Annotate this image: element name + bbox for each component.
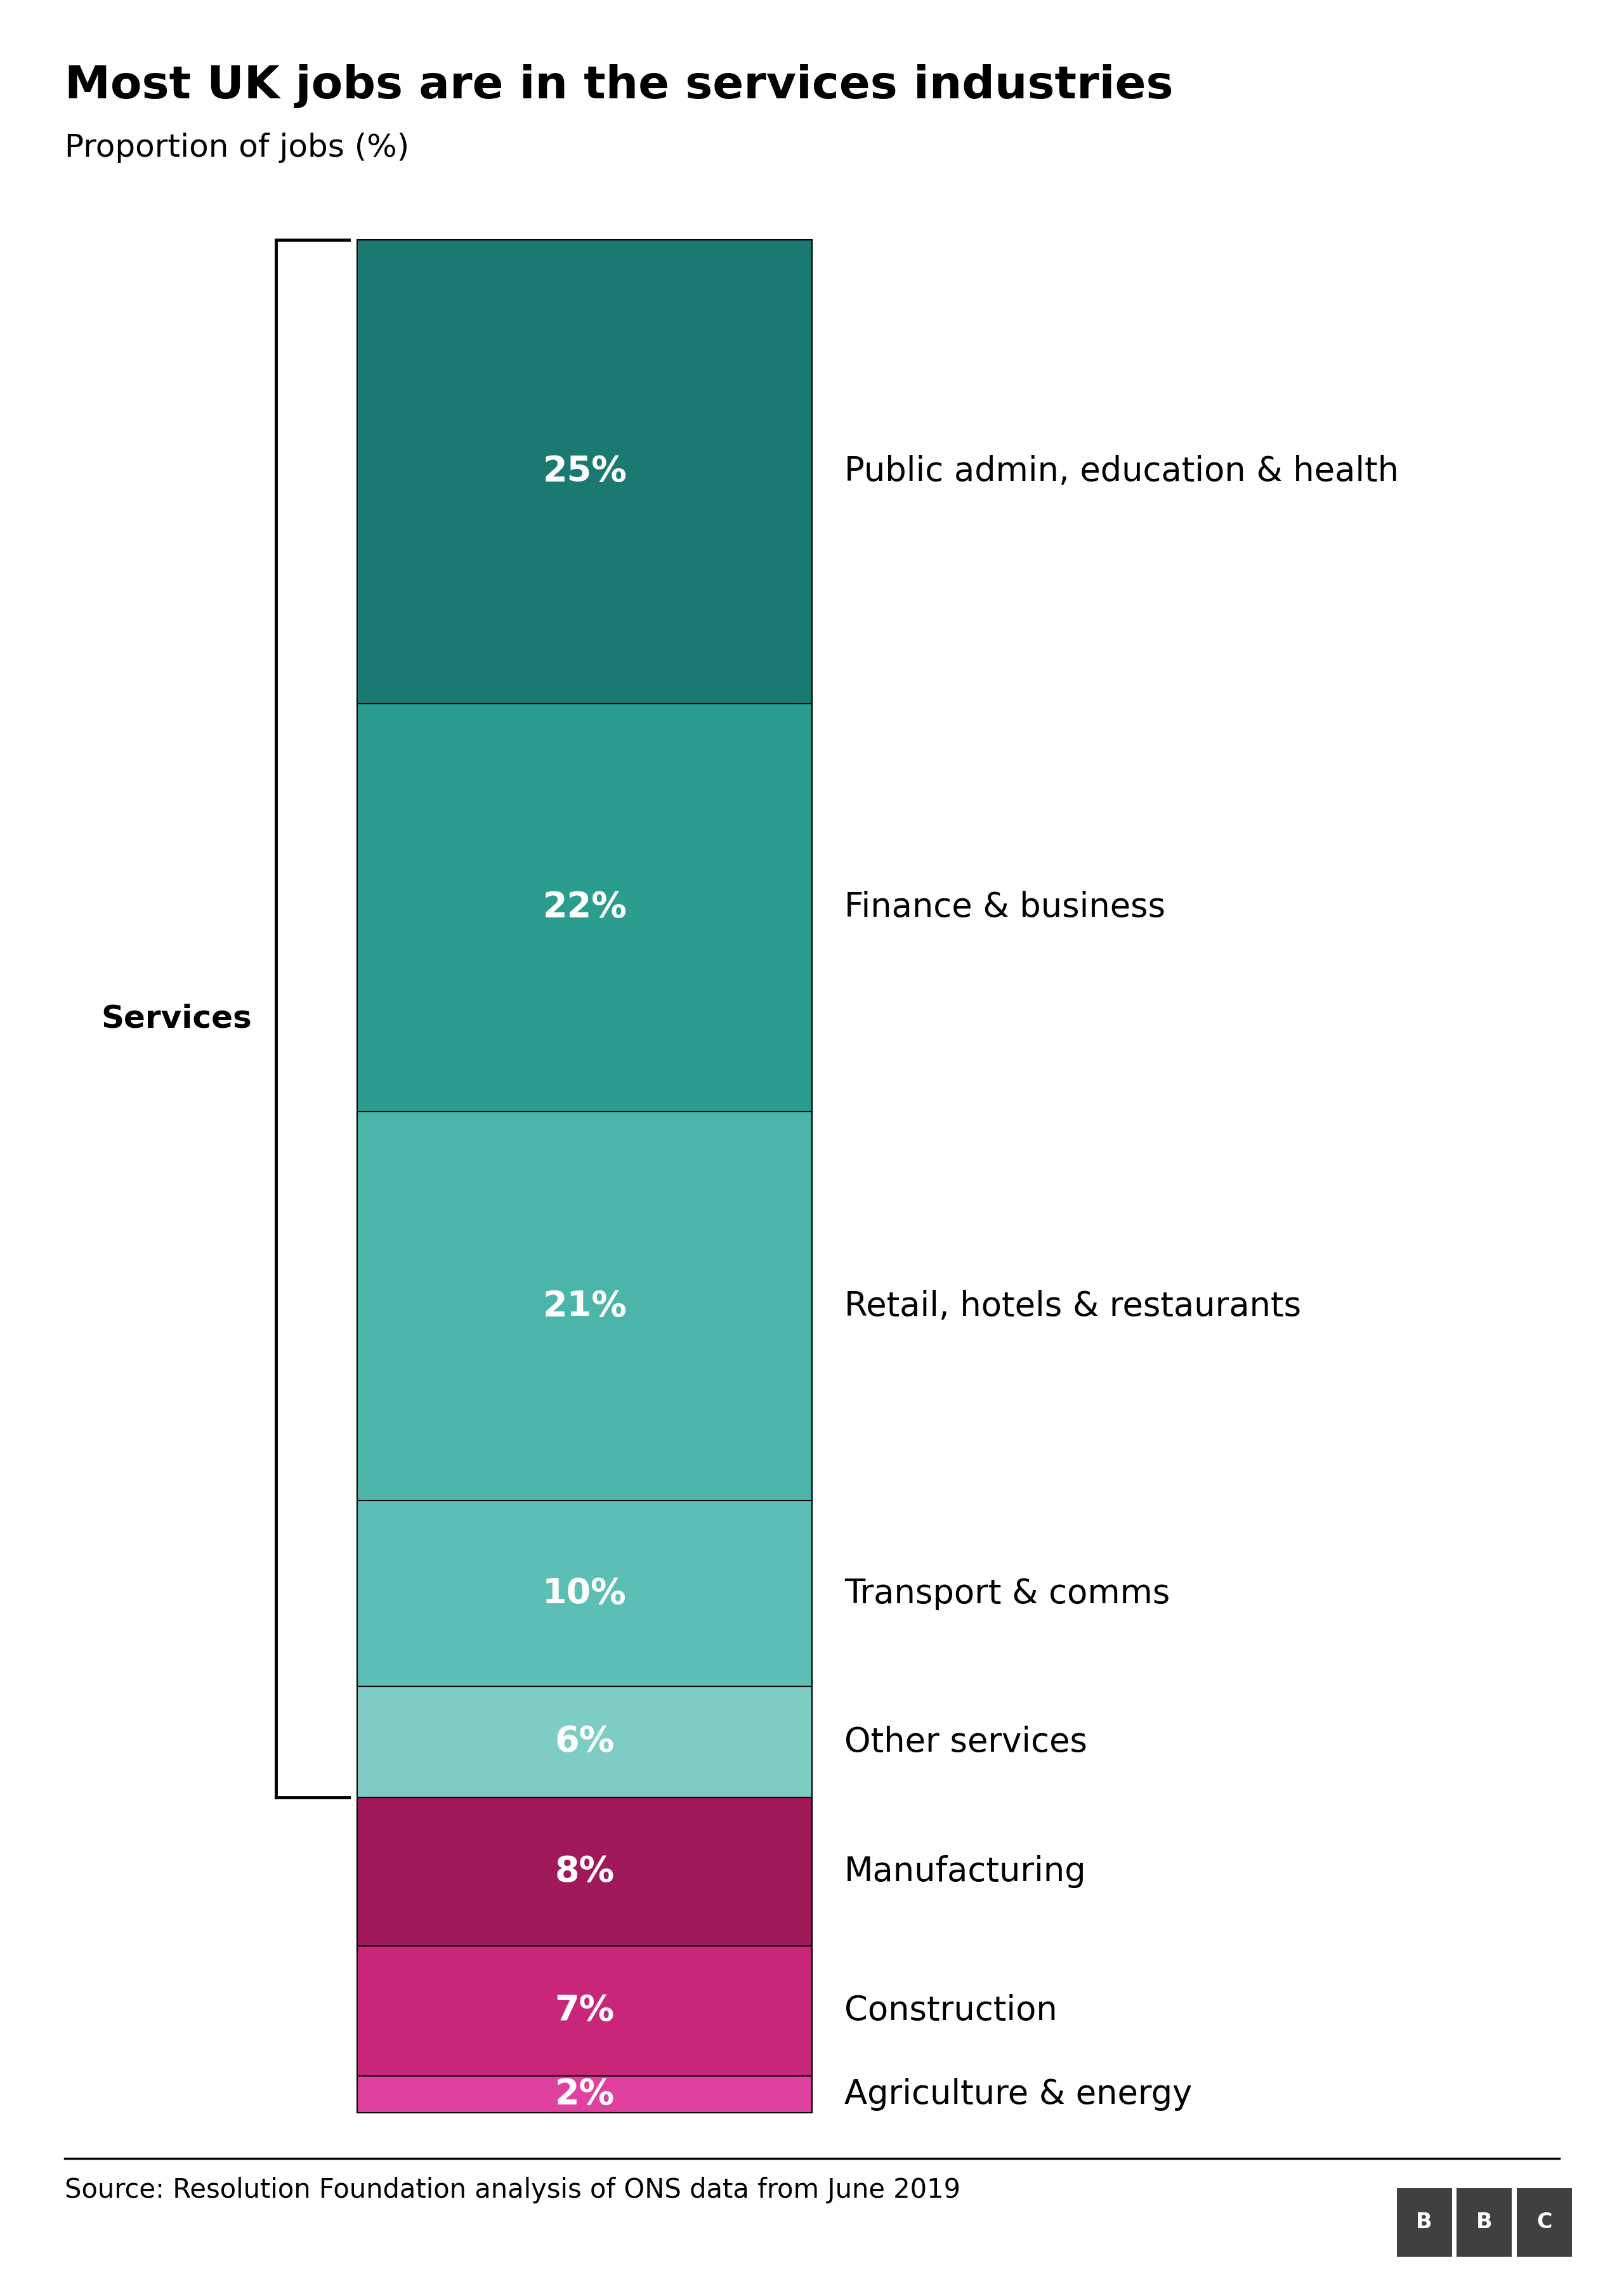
Bar	[357, 1946, 812, 2076]
Text: Public admin, education & health: Public admin, education & health	[844, 455, 1398, 489]
Text: C: C	[1536, 2211, 1553, 2234]
Bar	[357, 240, 812, 703]
Text: 8%: 8%	[555, 1855, 614, 1889]
Text: 25%: 25%	[542, 455, 627, 489]
Bar	[1397, 2188, 1452, 2257]
Text: 7%: 7%	[555, 1994, 614, 2028]
Text: 2%: 2%	[555, 2076, 614, 2110]
Bar	[357, 1798, 812, 1946]
Bar	[1457, 2188, 1512, 2257]
Text: Most UK jobs are in the services industries: Most UK jobs are in the services industr…	[65, 64, 1174, 107]
Text: Agriculture & energy: Agriculture & energy	[844, 2078, 1192, 2110]
Text: Retail, hotels & restaurants: Retail, hotels & restaurants	[844, 1290, 1301, 1322]
Text: Finance & business: Finance & business	[844, 891, 1166, 923]
Text: B: B	[1416, 2211, 1432, 2234]
Bar	[357, 1686, 812, 1798]
Text: B: B	[1476, 2211, 1492, 2234]
Text: 10%: 10%	[542, 1576, 627, 1610]
Text: Construction: Construction	[844, 1994, 1057, 2028]
Bar	[357, 1112, 812, 1501]
Text: 21%: 21%	[542, 1288, 627, 1322]
Text: 22%: 22%	[542, 891, 627, 925]
Text: 6%: 6%	[555, 1724, 614, 1759]
Text: Services: Services	[101, 1003, 252, 1035]
Text: Source: Resolution Foundation analysis of ONS data from June 2019: Source: Resolution Foundation analysis o…	[65, 2177, 961, 2204]
Bar	[1517, 2188, 1572, 2257]
Text: Manufacturing: Manufacturing	[844, 1855, 1086, 1889]
Text: Proportion of jobs (%): Proportion of jobs (%)	[65, 132, 409, 162]
Text: Other services: Other services	[844, 1724, 1088, 1759]
Bar	[357, 1501, 812, 1686]
Bar	[357, 703, 812, 1112]
Bar	[357, 2076, 812, 2113]
Text: Transport & comms: Transport & comms	[844, 1576, 1171, 1610]
